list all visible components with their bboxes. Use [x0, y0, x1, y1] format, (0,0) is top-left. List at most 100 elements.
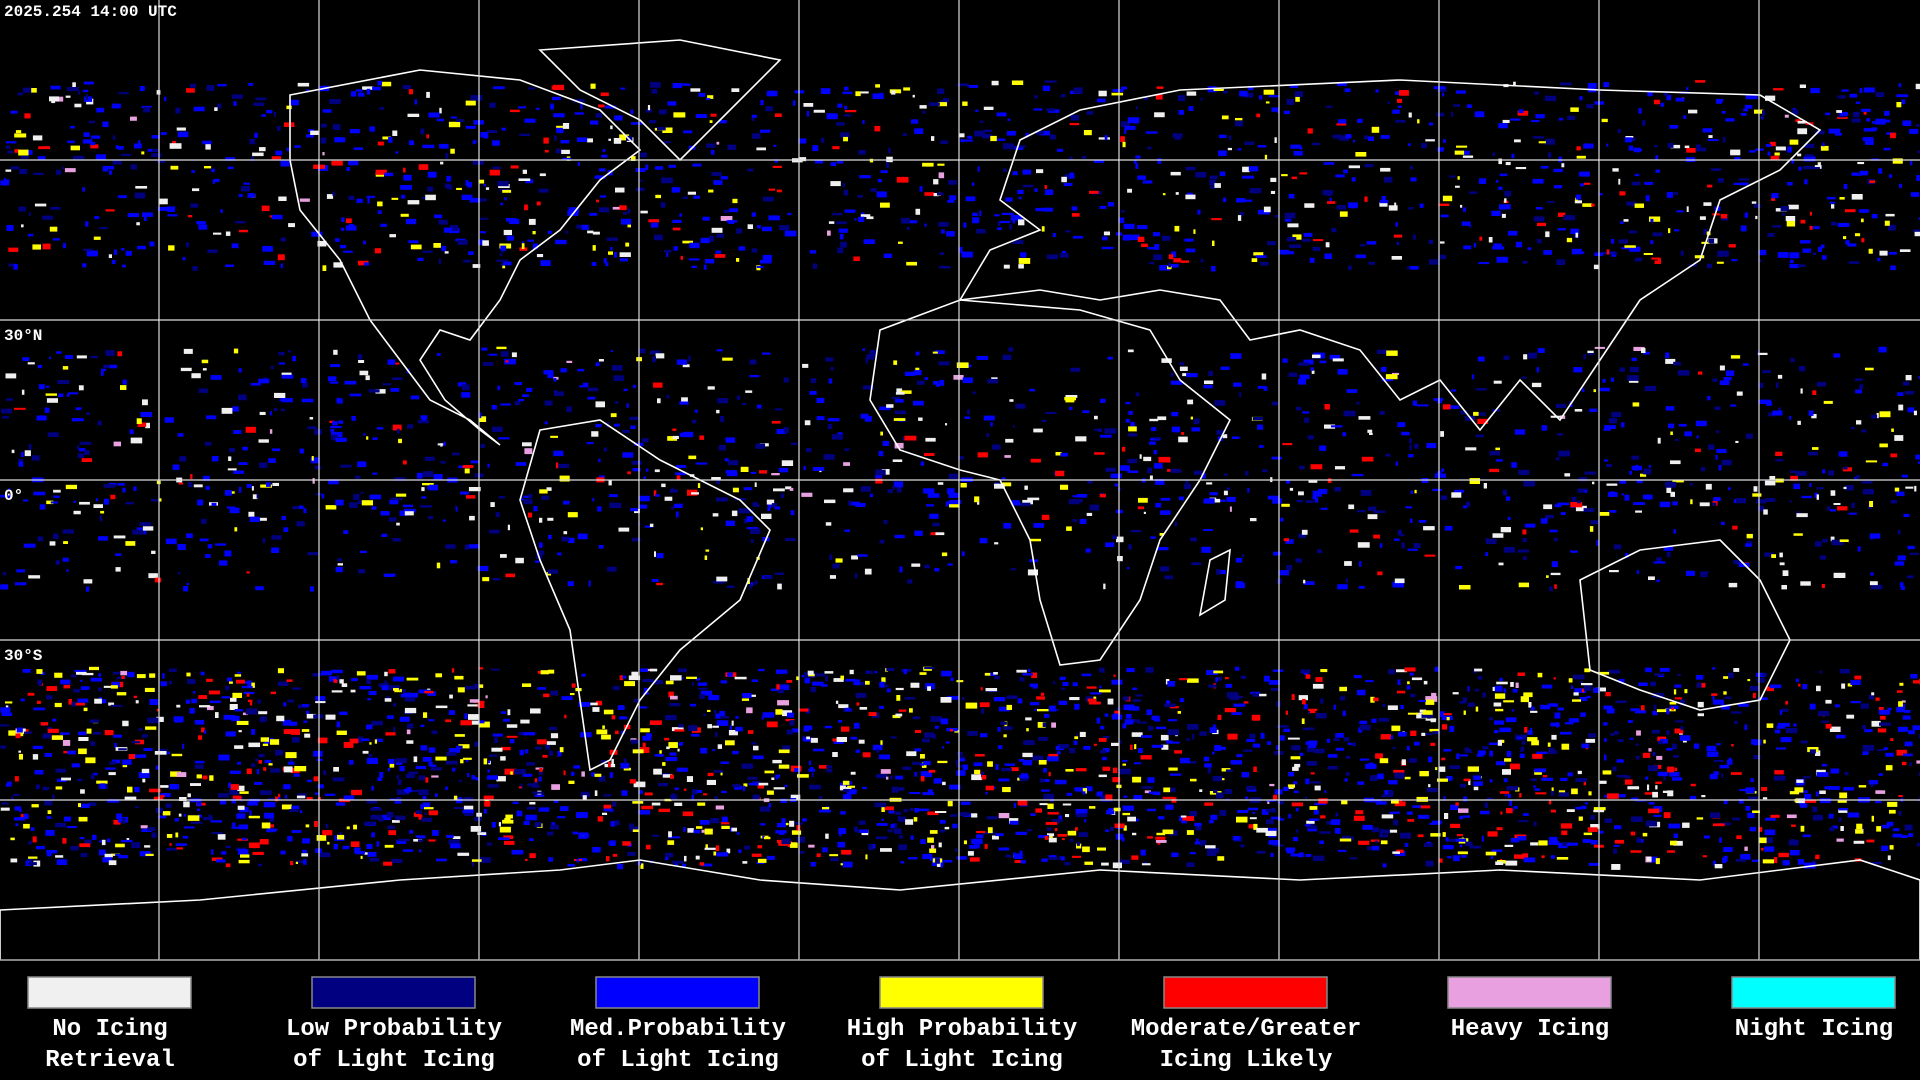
- icing-speckle: [1122, 759, 1128, 762]
- icing-speckle: [1271, 688, 1280, 691]
- icing-speckle: [1186, 373, 1198, 378]
- icing-speckle: [1074, 787, 1086, 792]
- icing-speckle: [0, 745, 7, 749]
- icing-speckle: [835, 700, 839, 704]
- icing-speckle: [1106, 810, 1115, 815]
- icing-speckle: [357, 736, 364, 743]
- icing-speckle: [227, 468, 237, 471]
- icing-speckle: [1148, 261, 1155, 265]
- icing-speckle: [458, 745, 462, 749]
- icing-speckle: [540, 260, 551, 266]
- icing-speckle: [231, 94, 243, 99]
- icing-speckle: [111, 681, 120, 688]
- icing-speckle: [406, 723, 414, 729]
- icing-speckle: [547, 569, 558, 574]
- icing-speckle: [1370, 696, 1375, 703]
- icing-speckle: [790, 442, 798, 445]
- icing-speckle: [547, 831, 554, 836]
- icing-speckle: [1086, 786, 1093, 792]
- icing-speckle: [339, 832, 343, 836]
- icing-speckle: [510, 165, 519, 169]
- icing-speckle: [1324, 404, 1330, 410]
- icing-speckle: [1098, 90, 1107, 97]
- icing-speckle: [73, 155, 85, 160]
- icing-speckle: [371, 506, 377, 510]
- icing-speckle: [700, 747, 708, 754]
- icing-speckle: [1114, 710, 1121, 716]
- icing-speckle: [652, 356, 656, 363]
- icing-speckle: [1797, 120, 1807, 124]
- icing-speckle: [901, 390, 912, 394]
- icing-speckle: [1440, 214, 1449, 218]
- icing-speckle: [705, 259, 715, 264]
- icing-speckle: [403, 167, 406, 173]
- icing-speckle: [1677, 370, 1690, 376]
- icing-speckle: [1861, 218, 1864, 223]
- icing-speckle: [922, 162, 934, 167]
- icing-speckle: [1, 802, 9, 805]
- icing-speckle: [1918, 734, 1920, 739]
- icing-speckle: [1659, 667, 1670, 672]
- icing-speckle: [1590, 824, 1600, 829]
- icing-speckle: [853, 256, 860, 261]
- icing-speckle: [967, 135, 973, 139]
- icing-speckle: [1462, 697, 1468, 703]
- icing-speckle: [271, 156, 281, 160]
- icing-speckle: [879, 406, 891, 411]
- icing-speckle: [463, 805, 474, 810]
- icing-speckle: [1110, 473, 1122, 479]
- icing-speckle: [1656, 579, 1660, 583]
- icing-speckle: [1099, 667, 1105, 673]
- icing-speckle: [1621, 422, 1625, 428]
- icing-speckle: [1247, 488, 1250, 493]
- icing-speckle: [211, 857, 223, 861]
- icing-speckle: [1118, 740, 1122, 744]
- icing-speckle: [278, 797, 281, 800]
- icing-speckle: [1876, 749, 1886, 752]
- icing-speckle: [1740, 113, 1747, 116]
- icing-speckle: [1689, 795, 1697, 800]
- icing-speckle: [413, 812, 421, 817]
- icing-speckle: [302, 838, 310, 844]
- icing-speckle: [1721, 773, 1724, 778]
- icing-speckle: [1296, 406, 1302, 411]
- icing-speckle: [1041, 789, 1050, 792]
- icing-speckle: [1875, 92, 1885, 97]
- icing-speckle: [177, 433, 184, 437]
- icing-speckle: [1270, 177, 1277, 182]
- icing-speckle: [1730, 404, 1737, 407]
- icing-speckle: [1910, 674, 1918, 679]
- icing-speckle: [406, 677, 419, 681]
- icing-speckle: [1581, 805, 1587, 810]
- icing-speckle: [777, 684, 790, 691]
- icing-speckle: [1730, 149, 1741, 156]
- icing-speckle: [633, 698, 639, 703]
- icing-speckle: [427, 171, 437, 178]
- icing-speckle: [1584, 802, 1589, 805]
- icing-speckle: [914, 748, 921, 752]
- icing-speckle: [1195, 825, 1202, 831]
- icing-speckle: [233, 101, 237, 106]
- icing-speckle: [33, 707, 46, 711]
- icing-speckle: [1379, 202, 1388, 207]
- icing-speckle: [1693, 743, 1700, 749]
- icing-speckle: [295, 861, 298, 864]
- icing-speckle: [1901, 474, 1908, 478]
- icing-speckle: [948, 473, 958, 480]
- icing-speckle: [1845, 240, 1850, 245]
- icing-speckle: [1298, 362, 1309, 366]
- icing-speckle: [974, 130, 985, 137]
- icing-speckle: [608, 138, 611, 141]
- icing-speckle: [1210, 814, 1218, 820]
- icing-speckle: [883, 253, 893, 258]
- icing-speckle: [860, 487, 868, 492]
- icing-speckle: [1449, 765, 1460, 769]
- icing-speckle: [27, 858, 34, 862]
- icing-speckle: [1306, 747, 1314, 753]
- icing-speckle: [1831, 204, 1835, 209]
- icing-speckle: [766, 499, 775, 505]
- icing-speckle: [1153, 463, 1163, 469]
- icing-speckle: [1657, 736, 1667, 742]
- icing-speckle: [967, 851, 974, 856]
- icing-speckle: [42, 733, 51, 739]
